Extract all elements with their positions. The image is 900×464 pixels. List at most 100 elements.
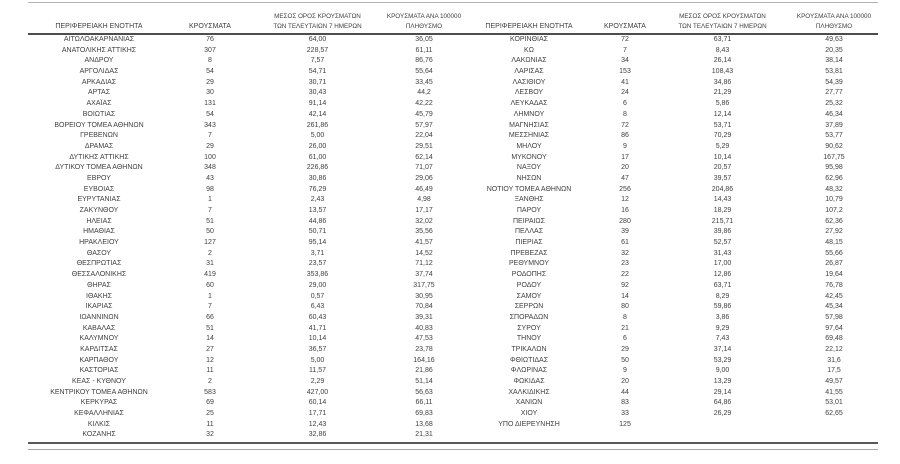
- region-cell: ΘΕΣΣΑΛΟΝΙΚΗΣ: [71, 271, 127, 279]
- per100k-cell: 13,68: [415, 420, 433, 428]
- header-per100k-left-line2: ΠΛΗΘΥΣΜΟ: [405, 22, 443, 30]
- region-cell: ΜΑΓΝΗΣΙΑΣ: [509, 121, 549, 129]
- avg7-cell: 30,43: [308, 89, 327, 97]
- region-cell: ΘΕΣΠΡΩΤΙΑΣ: [76, 260, 122, 268]
- avg7-cell: 61,00: [308, 153, 327, 161]
- per100k-cell: 22,12: [825, 345, 843, 353]
- per100k-cell: 29,06: [415, 174, 433, 182]
- per100k-cell: 17,17: [415, 207, 433, 214]
- region-cell: ΑΡΚΑΔΙΑΣ: [81, 78, 117, 86]
- avg7-cell: 36,57: [308, 345, 327, 353]
- avg7-cell: 12,14: [713, 110, 732, 118]
- cases-cell: 98: [206, 185, 214, 193]
- region-cell: ΒΟΙΩΤΙΑΣ: [82, 110, 116, 118]
- avg7-cell: 32,86: [308, 431, 327, 439]
- per100k-cell: 19,64: [825, 271, 843, 279]
- cases-cell: 61: [621, 239, 629, 247]
- region-cell: ΜΕΣΣΗΝΙΑΣ: [508, 132, 550, 140]
- avg7-cell: 60,14: [308, 399, 327, 407]
- cases-cell: 14: [621, 292, 629, 300]
- avg7-cell: 39,86: [713, 228, 732, 236]
- cases-cell: 280: [619, 217, 631, 225]
- avg7-cell: 5,86: [715, 100, 730, 108]
- region-cell: ΤΡΙΚΑΛΩΝ: [511, 345, 547, 353]
- cases-cell: 29: [206, 78, 214, 86]
- avg7-cell: 50,71: [308, 228, 327, 236]
- region-cell: ΥΠΟ ΔΙΕΡΕΥΝΗΣΗ: [498, 420, 560, 428]
- per100k-cell: 95,98: [825, 164, 843, 172]
- table-row: ΚΑΡΠΑΘΟΥ 12 5,00 164,16 ΦΘΙΩΤΙΔΑΣ 50 53,29 31,6: [28, 356, 878, 367]
- header-per100k-right-line2: ΠΛΗΘΥΣΜΟ: [815, 22, 853, 30]
- cases-cell: 51: [206, 217, 214, 225]
- region-cell: ΠΑΡΟΥ: [516, 207, 542, 214]
- per100k-cell: 36,05: [415, 36, 433, 43]
- avg7-cell: 95,14: [308, 239, 327, 247]
- avg7-cell: 39,57: [713, 174, 732, 182]
- avg7-cell: 91,14: [308, 100, 327, 108]
- header-avg7-right-line2: ΤΩΝ ΤΕΛΕΥΤΑΙΩΝ 7 ΗΜΕΡΩΝ: [678, 22, 767, 30]
- cases-cell: 21: [621, 324, 629, 332]
- avg7-cell: 30,71: [308, 78, 327, 86]
- header-region-right: ΠΕΡΙΦΕΡΕΙΑΚΗ ΕΝΟΤΗΤΑ: [463, 22, 595, 33]
- avg7-cell: 18,29: [713, 207, 732, 214]
- per100k-cell: 56,63: [415, 388, 433, 396]
- per100k-cell: 48,15: [825, 239, 843, 247]
- cases-cell: 348: [204, 164, 216, 172]
- header-avg7-left-line1: ΜΕΣΟΣ ΟΡΟΣ ΚΡΟΥΣΜΑΤΩΝ: [274, 13, 361, 20]
- per100k-cell: 40,83: [415, 324, 433, 332]
- cases-cell: 60: [206, 281, 214, 289]
- cases-cell: 39: [621, 228, 629, 236]
- avg7-cell: 53,71: [713, 121, 732, 129]
- cases-cell: 54: [206, 110, 214, 118]
- region-cell: ΑΙΤΩΛΟΑΚΑΡΝΑΝΙΑΣ: [63, 36, 135, 43]
- per100k-cell: 62,14: [415, 153, 433, 161]
- per100k-cell: 49,63: [825, 36, 843, 43]
- region-cell: ΛΑΡΙΣΑΣ: [514, 68, 544, 76]
- region-cell: ΡΟΔΟΥ: [516, 281, 542, 289]
- avg7-cell: 3,86: [715, 313, 730, 321]
- per100k-cell: 39,31: [415, 313, 433, 321]
- header-avg7-right-line1: ΜΕΣΟΣ ΟΡΟΣ ΚΡΟΥΣΜΑΤΩΝ: [679, 13, 766, 20]
- region-cell: ΑΡΓΟΛΙΔΑΣ: [79, 68, 119, 76]
- table-header-row: ΠΕΡΙΦΕΡΕΙΑΚΗ ΕΝΟΤΗΤΑ ΚΡΟΥΣΜΑΤΑ ΜΕΣΟΣ ΟΡΟ…: [28, 3, 878, 35]
- region-cell: ΖΑΚΥΝΘΟΥ: [79, 207, 119, 214]
- cases-cell: 32: [621, 249, 629, 257]
- cases-cell: 7: [208, 132, 212, 140]
- per100k-cell: 97,64: [825, 324, 843, 332]
- per100k-cell: 42,45: [825, 292, 843, 300]
- region-cell: ΔΡΑΜΑΣ: [84, 142, 114, 150]
- avg7-cell: 204,86: [711, 185, 734, 193]
- cases-cell: 22: [621, 271, 629, 279]
- cases-cell: 153: [619, 68, 631, 76]
- per100k-cell: 32,02: [415, 217, 433, 225]
- avg7-cell: 108,43: [711, 68, 734, 76]
- avg7-cell: 37,14: [713, 345, 732, 353]
- per100k-cell: 76,78: [825, 281, 843, 289]
- cases-cell: 131: [204, 100, 216, 108]
- cases-cell: 83: [621, 399, 629, 407]
- avg7-cell: 31,43: [713, 249, 732, 257]
- cases-cell: 7: [623, 46, 627, 54]
- per100k-cell: 86,76: [415, 57, 433, 65]
- region-cell: ΑΧΑΪΑΣ: [86, 100, 112, 108]
- region-cell: ΕΒΡΟΥ: [87, 174, 111, 182]
- per100k-cell: 71,12: [415, 260, 433, 268]
- header-avg7-left-line2: ΤΩΝ ΤΕΛΕΥΤΑΙΩΝ 7 ΗΜΕΡΩΝ: [273, 22, 362, 30]
- avg7-cell: 7,57: [310, 57, 325, 65]
- per100k-cell: 42,22: [415, 100, 433, 108]
- avg7-cell: 226,86: [306, 164, 329, 172]
- avg7-cell: 9,00: [715, 367, 730, 375]
- avg7-cell: 29,00: [308, 281, 327, 289]
- table-row: ΕΥΒΟΙΑΣ 98 76,29 46,49 ΝΟΤΙΟΥ ΤΟΜΕΑ ΑΘΗΝΩΝ 25…: [28, 185, 878, 196]
- region-cell: ΞΑΝΘΗΣ: [514, 196, 544, 204]
- region-cell: ΕΥΒΟΙΑΣ: [83, 185, 115, 193]
- cases-cell: 2: [208, 249, 212, 257]
- region-cell: ΚΕΝΤΡΙΚΟΥ ΤΟΜΕΑ ΑΘΗΝΩΝ: [50, 388, 148, 396]
- per100k-cell: 57,97: [415, 121, 433, 129]
- per100k-cell: 35,56: [415, 228, 433, 236]
- table-bottom-rule-dark: [28, 442, 878, 445]
- region-cell: ΝΟΤΙΟΥ ΤΟΜΕΑ ΑΘΗΝΩΝ: [486, 185, 572, 193]
- table-row: ΚΕΦΑΛΛΗΝΙΑΣ 25 17,71 69,83 ΧΙΟΥ 33 26,29 62,65: [28, 409, 878, 420]
- cases-cell: 8: [623, 110, 627, 118]
- avg7-cell: 353,86: [306, 271, 329, 279]
